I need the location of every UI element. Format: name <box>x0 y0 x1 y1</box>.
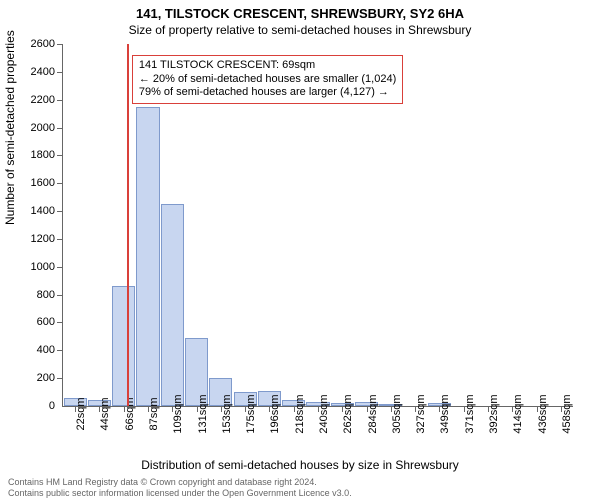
page-title: 141, TILSTOCK CRESCENT, SHREWSBURY, SY2 … <box>0 0 600 21</box>
y-tick-label: 600 <box>37 316 55 328</box>
x-tick-label: 22sqm <box>75 397 87 430</box>
x-tick-label: 458sqm <box>561 394 573 433</box>
footer-line-2: Contains public sector information licen… <box>8 488 592 498</box>
y-tick <box>57 267 63 268</box>
y-tick-label: 1800 <box>31 149 55 161</box>
x-tick-label: 436sqm <box>537 394 549 433</box>
y-tick <box>57 239 63 240</box>
y-tick <box>57 100 63 101</box>
x-tick-label: 44sqm <box>99 397 111 430</box>
histogram-bar <box>161 204 184 406</box>
x-tick-label: 196sqm <box>269 394 281 433</box>
annotation-line: 141 TILSTOCK CRESCENT: 69sqm <box>139 59 396 73</box>
y-tick-label: 1400 <box>31 205 55 217</box>
histogram-bar <box>112 286 135 406</box>
footer-attribution: Contains HM Land Registry data © Crown c… <box>8 477 592 498</box>
y-tick <box>57 72 63 73</box>
y-tick <box>57 155 63 156</box>
property-marker-line <box>127 44 129 406</box>
y-tick-label: 1600 <box>31 177 55 189</box>
footer-line-1: Contains HM Land Registry data © Crown c… <box>8 477 592 487</box>
x-tick-label: 131sqm <box>197 394 209 433</box>
y-tick-label: 400 <box>37 344 55 356</box>
y-tick <box>57 295 63 296</box>
y-tick <box>57 128 63 129</box>
y-tick <box>57 378 63 379</box>
x-tick-label: 349sqm <box>439 394 451 433</box>
x-axis-title: Distribution of semi-detached houses by … <box>0 458 600 472</box>
y-tick-label: 1000 <box>31 261 55 273</box>
y-tick-label: 2000 <box>31 122 55 134</box>
x-tick-label: 392sqm <box>488 394 500 433</box>
x-tick-label: 327sqm <box>415 394 427 433</box>
y-tick-label: 2400 <box>31 66 55 78</box>
y-tick <box>57 44 63 45</box>
annotation-line: ← 20% of semi-detached houses are smalle… <box>139 73 396 87</box>
y-tick-label: 1200 <box>31 233 55 245</box>
y-tick <box>57 322 63 323</box>
y-axis-title: Number of semi-detached properties <box>3 30 17 225</box>
y-tick <box>57 350 63 351</box>
y-tick-label: 0 <box>49 400 55 412</box>
x-tick-label: 109sqm <box>172 394 184 433</box>
x-tick-label: 87sqm <box>148 397 160 430</box>
y-tick <box>57 211 63 212</box>
page-subtitle: Size of property relative to semi-detach… <box>0 21 600 37</box>
x-tick-label: 218sqm <box>294 394 306 433</box>
y-tick-label: 200 <box>37 372 55 384</box>
x-tick-label: 371sqm <box>464 394 476 433</box>
y-tick-label: 2600 <box>31 38 55 50</box>
histogram-chart: 0200400600800100012001400160018002000220… <box>62 44 573 407</box>
y-tick <box>57 183 63 184</box>
x-tick-label: 262sqm <box>342 394 354 433</box>
histogram-bar <box>136 107 159 406</box>
y-tick-label: 2200 <box>31 94 55 106</box>
x-tick-label: 284sqm <box>367 394 379 433</box>
x-tick-label: 414sqm <box>512 394 524 433</box>
annotation-box: 141 TILSTOCK CRESCENT: 69sqm← 20% of sem… <box>132 55 403 104</box>
x-tick-label: 240sqm <box>318 394 330 433</box>
x-tick-label: 153sqm <box>221 394 233 433</box>
x-tick-label: 66sqm <box>124 397 136 430</box>
y-tick-label: 800 <box>37 289 55 301</box>
x-tick-label: 305sqm <box>391 394 403 433</box>
x-tick-label: 175sqm <box>245 394 257 433</box>
annotation-line: 79% of semi-detached houses are larger (… <box>139 86 396 100</box>
